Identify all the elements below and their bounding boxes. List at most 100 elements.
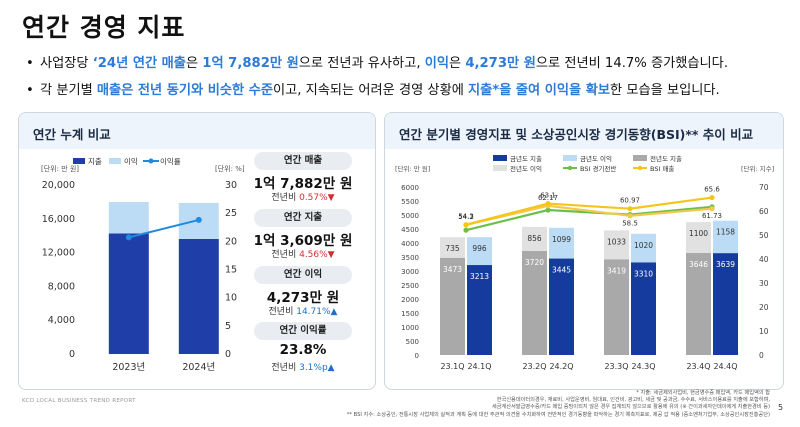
footnote-line: ** BSI 지수: 소상공인, 전통시장 사업체의 실적과 계획 등에 대한 …	[346, 411, 770, 418]
legend-swatch	[567, 165, 573, 171]
y-tick-label: 8,000	[48, 281, 75, 292]
y-tick-label: 1000	[401, 324, 419, 332]
kpi-value: 4,273만 원	[266, 290, 340, 306]
kpi-title: 연간 이익	[254, 266, 352, 284]
y2-tick-label: 50	[759, 231, 769, 240]
x-tick-label: 24.1Q	[467, 362, 491, 371]
margin-line	[128, 218, 200, 239]
y2-tick-label: 15	[225, 265, 237, 276]
profit-value-label: 1100	[689, 229, 708, 238]
bsi-sales-line	[465, 196, 713, 226]
bsi-sales-label: 60.97	[620, 197, 640, 205]
legend-label: BSI 매출	[650, 164, 674, 173]
footnote-line: * 지출: 세금제외사업비, 현금영수증 매입액, 카드 매입액의 합	[636, 390, 770, 396]
quarterly-bar-line-chart: [단위: 만 원] [단위: 지수]05001000150020002500300…	[395, 154, 774, 371]
kpi-value: 1억 7,882만 원	[253, 176, 353, 192]
bsi-sales-label: 54.3	[458, 213, 474, 221]
legend-swatch	[109, 158, 121, 164]
y2-tick-label: 30	[225, 180, 237, 191]
highlight-text: 이익	[424, 56, 449, 71]
y2-tick-label: 40	[759, 255, 769, 264]
expense-bar	[713, 253, 738, 355]
bullet-segment: 은	[185, 56, 203, 71]
margin-point	[195, 216, 202, 223]
bsi-sales-label: 65.6	[704, 186, 720, 194]
legend-label: 전년도 이익	[510, 164, 542, 173]
y-unit-label: [단위: 만 원]	[41, 164, 79, 173]
y-tick-label: 6000	[401, 184, 419, 192]
y-tick-label: 3000	[401, 268, 419, 276]
bsi-overall-label: 61.73	[702, 212, 722, 220]
bsi-sales-prev-line	[465, 204, 713, 226]
footnotes: * 지출: 세금제외사업비, 현금영수증 매입액, 카드 매입액의 합 한국신용…	[250, 390, 770, 419]
legend-swatch	[148, 158, 154, 164]
margin-point	[125, 234, 132, 241]
bullet-segment: 으로 전년과 유사하고,	[298, 56, 425, 71]
y-tick-label: 4500	[401, 226, 419, 234]
bsi-sales-prev-point	[627, 213, 633, 219]
bsi-overall-label: 58.5	[622, 220, 638, 228]
y-tick-label: 0	[415, 352, 419, 360]
profit-bar	[467, 237, 492, 266]
profit-bar	[440, 237, 465, 258]
bsi-sales-prev-label: 62.17	[538, 194, 558, 202]
footnote-line: 세금계산서발급영수증/카드 매입 증빙이되지 않은 경우 집계되지 않으므로 활…	[491, 404, 770, 411]
kpi-change-value: 4.56%▼	[299, 250, 335, 260]
y2-tick-label: 0	[759, 351, 764, 360]
highlight-text: 1억 7,882만 원	[202, 56, 299, 71]
bullet-text: 사업장당 ‘24년 연간 매출은 1억 7,882만 원으로 전년과 유사하고,…	[40, 56, 728, 71]
highlight-text: 4,273만 원	[465, 56, 536, 71]
bullet-dot: •	[26, 83, 34, 98]
x-tick-label: 23.1Q	[440, 362, 464, 371]
bsi-overall-point	[463, 227, 469, 233]
profit-value-label: 1033	[607, 237, 626, 246]
legend-label: 지출	[88, 156, 102, 166]
profit-value-label: 1099	[552, 235, 571, 244]
legend-swatch	[637, 165, 643, 171]
x-tick-label: 24.2Q	[549, 362, 573, 371]
expense-bar	[549, 258, 574, 355]
expense-value-label: 3720	[525, 258, 544, 267]
y-unit-label: [단위: 만 원]	[395, 164, 430, 173]
kpi-change-value: 3.1%p▲	[299, 363, 335, 373]
legend-label: 이익률	[160, 156, 181, 166]
legend-swatch	[73, 158, 85, 164]
y2-tick-label: 60	[759, 207, 769, 216]
legend-swatch	[493, 165, 507, 171]
y-tick-label: 0	[69, 349, 75, 360]
kpi-title: 연간 이익률	[254, 322, 352, 340]
legend-swatch	[563, 155, 577, 161]
bullet-segment: 각 분기별	[40, 83, 97, 98]
profit-value-label: 856	[527, 234, 542, 243]
profit-value-label: 735	[445, 244, 460, 253]
quarterly-bsi-card: 연간 분기별 경영지표 및 소상공인시장 경기동향(BSI)** 추이 비교 […	[384, 112, 784, 390]
bsi-sales-point	[463, 222, 469, 228]
kpi-change-label: 전년비	[271, 250, 300, 260]
highlight-text: ‘24년 연간 매출	[92, 56, 186, 71]
footnote-line: 한국신용데이터의경우, 재료비, 사업운영비, 임대료, 인건비, 광고비, 세…	[496, 397, 770, 404]
bullet-1: • 사업장당 ‘24년 연간 매출은 1억 7,882만 원으로 전년과 유사하고…	[26, 50, 786, 77]
profit-bar	[713, 220, 738, 254]
y-tick-label: 4,000	[48, 315, 75, 326]
profit-bar	[108, 202, 149, 234]
kpi-value: 1억 3,609만 원	[253, 233, 353, 249]
quarterly-bsi-title: 연간 분기별 경영지표 및 소상공인시장 경기동향(BSI)** 추이 비교	[385, 113, 783, 149]
kpi-title: 연간 지출	[254, 209, 352, 227]
bullet-segment: 이고, 지속되는 어려운 경영 상황에	[273, 83, 469, 98]
profit-bar	[522, 226, 547, 251]
y2-tick-label: 5	[225, 321, 231, 332]
expense-bar	[108, 233, 149, 354]
bsi-sales-point	[545, 200, 551, 207]
x-tick-label: 24.4Q	[713, 362, 737, 371]
report-footer: KCD LOCAL BUSINESS TREND REPORT	[22, 398, 136, 404]
profit-value-label: 996	[472, 244, 487, 253]
y2-tick-label: 0	[225, 349, 231, 360]
profit-bar	[604, 230, 629, 260]
expense-value-label: 3473	[443, 265, 462, 274]
y2-unit-label: [단위: 지수]	[741, 164, 774, 173]
x-tick-label: 2023년	[112, 362, 145, 373]
y-tick-label: 1500	[401, 310, 419, 318]
y2-tick-label: 25	[225, 208, 237, 219]
annual-comparison-title: 연간 누계 비교	[19, 113, 375, 149]
kpi-change: 전년비 3.1%p▲	[238, 360, 368, 373]
